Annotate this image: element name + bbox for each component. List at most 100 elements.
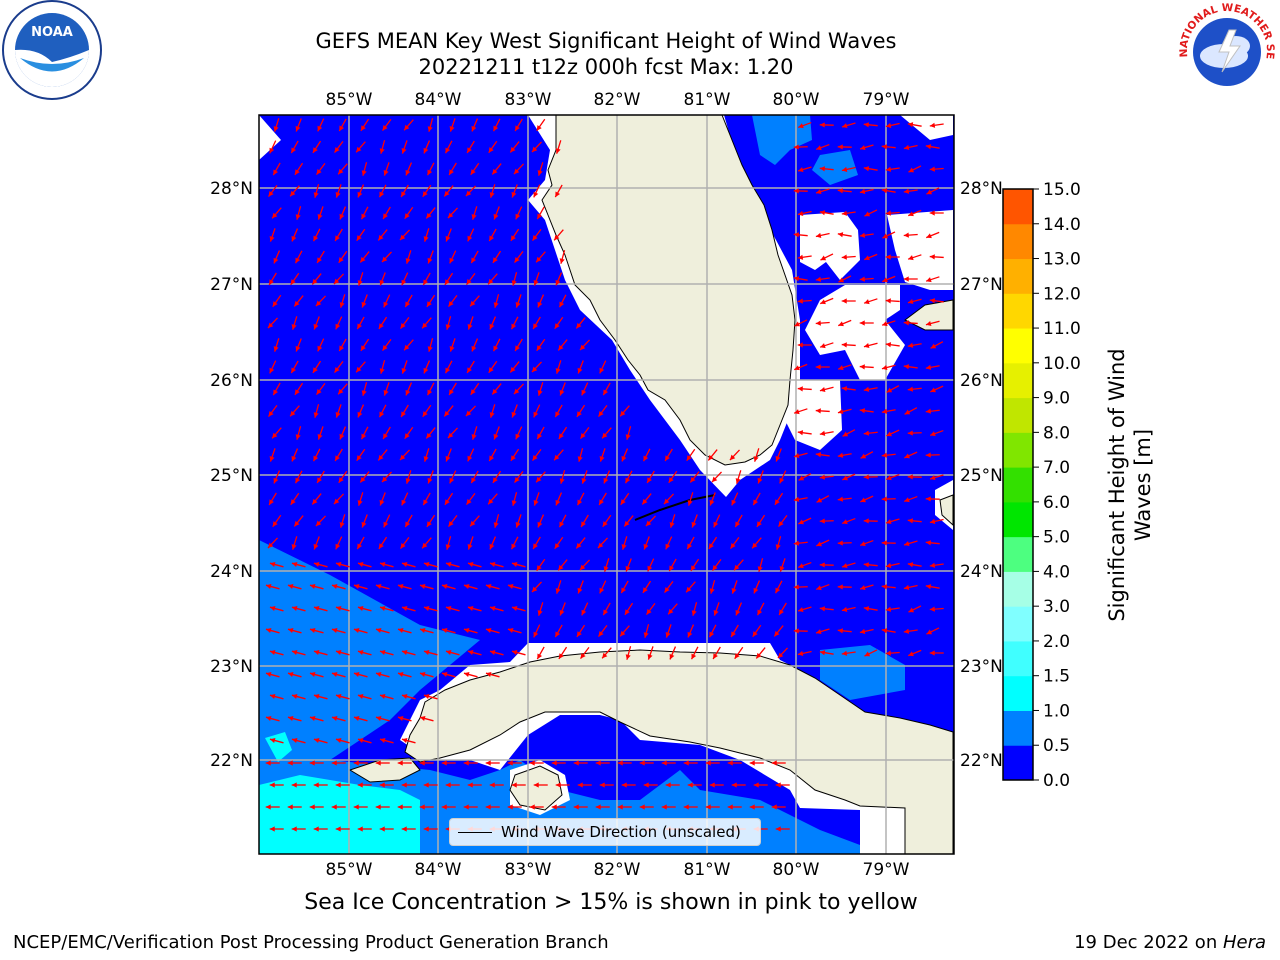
wind-wave-arrow <box>882 275 896 283</box>
wind-wave-arrow <box>471 426 478 440</box>
wind-wave-arrow <box>819 342 834 349</box>
wind-wave-arrow <box>841 210 856 216</box>
wind-wave-arrow <box>401 737 416 744</box>
wind-wave-arrow <box>686 536 695 550</box>
wind-wave-arrow <box>379 360 386 374</box>
wind-wave-arrow <box>881 188 896 194</box>
wind-wave-arrow <box>335 404 342 418</box>
wind-wave-arrow <box>338 250 348 264</box>
wind-wave-arrow <box>668 470 678 484</box>
wind-wave-arrow <box>755 647 766 659</box>
wind-wave-arrow <box>713 514 721 528</box>
wind-wave-arrow <box>357 782 372 788</box>
wind-wave-arrow <box>333 141 344 153</box>
wind-wave-arrow <box>422 492 431 506</box>
wind-wave-arrow <box>335 782 350 788</box>
wind-wave-arrow <box>294 470 303 484</box>
wind-wave-arrow <box>514 338 523 352</box>
wind-wave-arrow <box>467 316 474 330</box>
wind-wave-arrow <box>313 826 328 832</box>
wind-wave-arrow <box>863 342 878 349</box>
wind-wave-arrow <box>620 580 629 594</box>
wind-wave-arrow <box>837 144 852 150</box>
wind-wave-arrow <box>335 561 350 568</box>
wind-wave-arrow <box>426 162 435 176</box>
nodata-nw <box>259 115 281 160</box>
wind-wave-arrow <box>645 515 656 527</box>
wind-wave-arrow <box>731 782 746 788</box>
wind-wave-arrow <box>401 826 416 832</box>
wind-wave-arrow <box>907 298 922 305</box>
wind-wave-arrow <box>427 250 434 264</box>
lat-label-right: 22°N <box>960 751 1003 771</box>
wind-wave-arrow <box>426 294 436 308</box>
wind-wave-arrow <box>425 427 436 439</box>
legend-line-swatch <box>458 832 492 833</box>
wind-wave-arrow <box>837 628 852 634</box>
wind-wave-arrow <box>580 514 589 528</box>
wind-wave-arrow <box>730 624 739 638</box>
wind-wave-arrow <box>265 760 280 766</box>
wind-wave-arrow <box>687 492 694 506</box>
wind-wave-arrow <box>400 404 409 418</box>
wind-wave-arrow <box>294 250 303 264</box>
lon-label-top: 80°W <box>773 90 820 110</box>
wind-wave-arrow <box>908 209 922 217</box>
wind-wave-arrow <box>397 715 412 722</box>
wind-wave-arrow <box>691 602 698 616</box>
wind-wave-arrow <box>841 342 856 348</box>
wind-wave-arrow <box>265 804 280 810</box>
wind-wave-arrow <box>423 782 438 788</box>
wind-wave-arrow <box>265 671 280 678</box>
wind-wave-arrow <box>357 649 372 656</box>
wind-wave-arrow <box>511 184 518 198</box>
wind-wave-arrow <box>815 583 830 591</box>
wind-wave-arrow <box>489 184 496 198</box>
wind-wave-arrow <box>269 561 284 568</box>
colorbar-segment <box>1003 467 1033 503</box>
wind-wave-arrow <box>287 627 302 634</box>
wind-wave-arrow <box>399 317 410 329</box>
wind-wave-arrow <box>379 649 394 656</box>
wind-wave-arrow <box>294 382 304 396</box>
wind-wave-arrow <box>489 536 497 550</box>
wave-region-0.5-1.0-ne <box>752 115 812 165</box>
wave-region-0.5-1.0-e <box>820 645 905 700</box>
wind-wave-arrow <box>903 540 918 547</box>
wind-wave-arrow <box>357 693 372 700</box>
nodata-ne <box>900 115 953 140</box>
wind-wave-arrow <box>531 581 542 593</box>
colorbar-label-line1: Significant Height of Wind <box>1105 348 1129 621</box>
wind-wave-arrow <box>443 185 454 197</box>
wind-wave-arrow <box>815 628 830 635</box>
wind-wave-arrow <box>929 474 944 481</box>
wind-wave-arrow <box>382 206 391 220</box>
wind-wave-arrow <box>313 649 328 656</box>
wind-wave-arrow <box>510 448 520 462</box>
wind-wave-arrow <box>272 382 281 396</box>
wind-wave-arrow <box>559 250 566 264</box>
wind-wave-arrow <box>619 405 630 417</box>
wind-wave-arrow <box>405 382 413 396</box>
wind-wave-arrow <box>837 540 852 546</box>
wind-wave-arrow <box>357 272 364 286</box>
wind-wave-arrow <box>558 646 568 660</box>
wind-wave-arrow <box>471 118 479 132</box>
wind-wave-arrow <box>359 471 370 483</box>
wind-wave-arrow <box>837 232 852 238</box>
lon-label-bottom: 85°W <box>326 860 373 880</box>
wind-wave-arrow <box>488 140 498 154</box>
wind-wave-arrow <box>378 536 388 550</box>
wind-wave-arrow <box>820 253 834 261</box>
wind-wave-arrow <box>514 118 523 132</box>
wind-wave-arrow <box>645 603 656 615</box>
wind-wave-arrow <box>357 605 372 612</box>
wind-wave-arrow <box>467 228 475 242</box>
wind-wave-arrow <box>291 826 306 832</box>
colorbar-tick-label: 13.0 <box>1043 250 1081 270</box>
wind-wave-arrow <box>595 804 610 810</box>
wind-wave-arrow <box>493 294 500 308</box>
wind-wave-arrow <box>531 229 542 241</box>
wind-wave-arrow <box>529 804 544 810</box>
wind-wave-arrow <box>643 782 658 788</box>
